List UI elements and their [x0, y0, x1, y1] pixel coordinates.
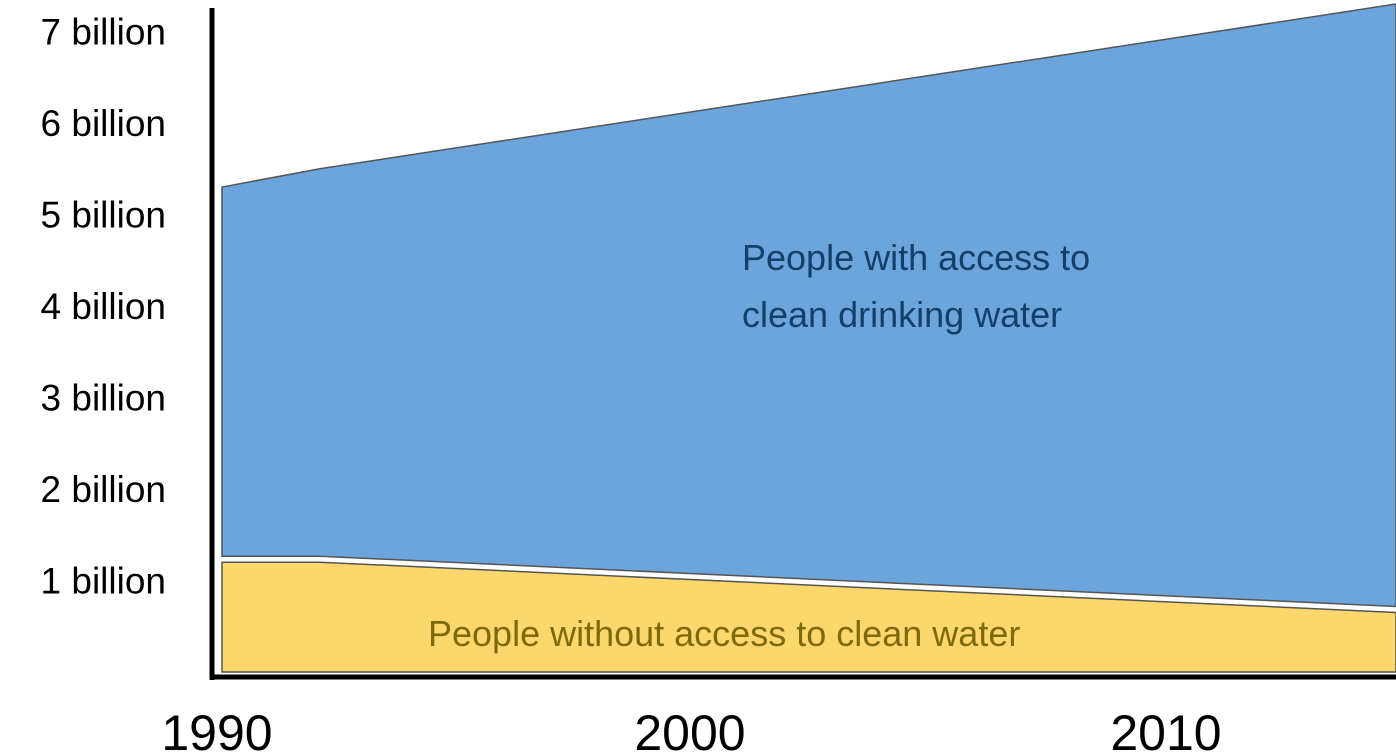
x-axis: 1990 2000 2010 — [161, 674, 1396, 756]
y-tick-label: 7 billion — [41, 12, 166, 53]
x-tick-label: 1990 — [161, 705, 272, 756]
y-tick-label: 3 billion — [41, 378, 166, 419]
label-without-access: People without access to clean water — [428, 613, 1020, 654]
y-axis: 1 billion 2 billion 3 billion 4 billion 5 bi… — [41, 8, 215, 680]
series-area-without-access — [221, 561, 1396, 673]
area-labels: People with access to clean drinking wat… — [428, 237, 1090, 654]
y-tick-label: 5 billion — [41, 195, 166, 236]
label-with-access-line-2: clean drinking water — [742, 294, 1062, 335]
y-tick-label: 6 billion — [41, 103, 166, 144]
y-tick-label: 2 billion — [41, 469, 166, 510]
plot-area — [221, 3, 1396, 673]
y-tick-label: 1 billion — [41, 561, 166, 602]
x-tick-label: 2010 — [1110, 705, 1221, 756]
y-tick-label: 4 billion — [41, 286, 166, 327]
x-tick-label: 2000 — [634, 705, 745, 756]
label-with-access-line-1: People with access to — [742, 237, 1090, 278]
series-area-with-access — [221, 3, 1396, 608]
